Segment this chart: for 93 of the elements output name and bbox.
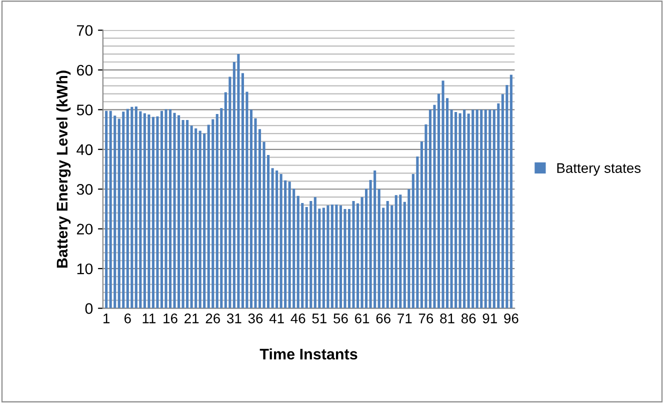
x-tick-label: 46 <box>290 314 306 324</box>
bar <box>458 113 462 308</box>
x-tick-label: 61 <box>355 314 370 324</box>
bar <box>198 130 202 308</box>
x-tick-label: 76 <box>418 314 434 324</box>
y-tick-label: 40 <box>76 144 93 156</box>
x-tick-label: 21 <box>184 314 199 324</box>
bar <box>416 156 419 308</box>
bar <box>378 189 380 308</box>
bar <box>386 201 389 308</box>
y-tick-label: 30 <box>76 184 93 195</box>
x-tick-label: 96 <box>504 314 518 324</box>
bar <box>296 196 300 308</box>
x-tick-label: 16 <box>164 314 178 324</box>
bar <box>250 110 253 308</box>
x-tick-label: 36 <box>248 314 263 324</box>
bar <box>126 108 129 308</box>
bar <box>442 80 444 308</box>
bar <box>152 116 154 308</box>
bar <box>463 110 466 308</box>
bar <box>356 203 360 308</box>
bar <box>186 120 189 308</box>
bar <box>220 108 223 308</box>
y-tick-label: 50 <box>76 104 93 116</box>
bar <box>280 174 282 308</box>
bar <box>276 170 278 308</box>
x-tick-label: 6 <box>124 314 131 324</box>
x-tick-label: 51 <box>312 314 326 324</box>
bar <box>148 114 150 308</box>
x-tick-label: 91 <box>482 314 497 324</box>
bar <box>314 197 316 308</box>
y-tick-label: 20 <box>76 224 93 235</box>
bar <box>182 120 184 308</box>
y-tick-label: 10 <box>77 263 93 274</box>
bar <box>160 110 164 308</box>
bar <box>143 113 146 308</box>
x-tick-label: 41 <box>269 314 284 324</box>
bar <box>156 116 159 308</box>
bar <box>237 54 240 308</box>
bar <box>510 74 512 308</box>
x-tick-label: 26 <box>206 314 220 324</box>
x-axis-title: Time Instants <box>260 348 358 360</box>
bar <box>130 106 134 308</box>
bar <box>506 85 508 308</box>
bar <box>134 106 138 308</box>
bar <box>408 189 410 308</box>
bar <box>472 110 474 308</box>
bar <box>122 112 125 308</box>
bar <box>271 168 274 308</box>
x-tick-label: 86 <box>461 314 476 324</box>
bar <box>212 119 214 308</box>
bar <box>326 205 330 308</box>
bar <box>476 110 478 308</box>
y-axis-title: Battery Energy Level (kWh) <box>56 70 71 268</box>
bar <box>241 73 244 308</box>
y-tick-label: 70 <box>76 25 93 36</box>
bar <box>352 201 355 308</box>
x-tick-label: 66 <box>376 314 390 324</box>
bar <box>488 110 492 308</box>
x-tick-label: 56 <box>334 314 348 324</box>
bar <box>109 110 112 308</box>
x-tick-label: 31 <box>226 314 242 324</box>
bar <box>394 195 398 308</box>
bar <box>497 103 500 308</box>
bar <box>168 109 172 308</box>
bar <box>310 201 312 308</box>
bar <box>374 170 376 308</box>
bar <box>365 188 368 308</box>
bar <box>330 204 334 308</box>
bar <box>164 109 168 308</box>
bar <box>322 208 325 308</box>
bar <box>399 194 402 308</box>
x-tick-label: 11 <box>142 314 156 324</box>
y-tick-label: 0 <box>85 303 93 314</box>
bar <box>173 112 176 308</box>
bar <box>424 124 428 308</box>
bar <box>344 208 346 308</box>
bar <box>467 114 470 308</box>
bar <box>194 128 198 308</box>
y-tick-label: 60 <box>76 64 93 76</box>
bar <box>190 126 193 308</box>
x-tick-label: 1 <box>104 314 110 324</box>
bar <box>390 205 394 308</box>
bar <box>480 110 483 308</box>
bar <box>288 182 291 308</box>
bar <box>484 110 487 308</box>
x-tick-label: 71 <box>398 314 412 324</box>
bar <box>335 204 338 308</box>
bar <box>228 76 232 308</box>
legend-label: Battery states <box>557 163 641 176</box>
x-tick-label: 81 <box>440 314 454 324</box>
bar <box>203 134 206 308</box>
bar <box>105 110 108 308</box>
